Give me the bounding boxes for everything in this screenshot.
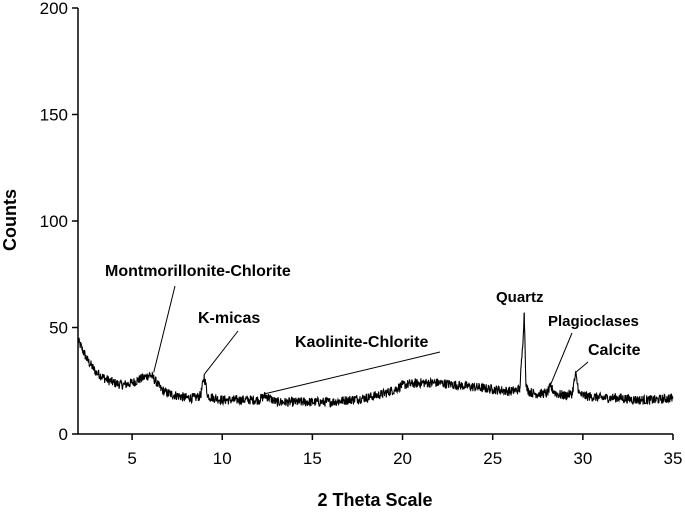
- annotation-pointer: [575, 361, 589, 373]
- y-tick-label: 0: [59, 425, 68, 444]
- annotation-pointer: [549, 332, 573, 386]
- x-axis-title: 2 Theta Scale: [317, 490, 432, 510]
- annotations: Montmorillonite-Chlorite K-micas Kaolinite…: [105, 263, 641, 395]
- y-tick-label: 50: [49, 319, 68, 338]
- y-axis-title: Counts: [0, 189, 20, 251]
- series-line: [77, 312, 674, 408]
- axes: [77, 8, 673, 435]
- annotation-pointer: [153, 285, 176, 373]
- y-tick-label: 150: [40, 106, 68, 125]
- y-tick-label: 100: [40, 212, 68, 231]
- x-tick-label: 20: [393, 449, 412, 468]
- x-tick-label: 5: [127, 449, 136, 468]
- ticks: 0 50 100 150 200 5 10 15 20 25 30 35: [40, 0, 683, 468]
- x-tick-label: 35: [664, 449, 683, 468]
- annotation-label: K-micas: [198, 310, 260, 327]
- annotation-label: Montmorillonite-Chlorite: [105, 263, 291, 280]
- annotation-label: Quartz: [496, 289, 544, 306]
- x-tick-label: 15: [303, 449, 322, 468]
- annotation-pointer: [265, 351, 441, 395]
- annotation-label: Kaolinite-Chlorite: [295, 334, 428, 351]
- annotation-label: Calcite: [588, 342, 641, 359]
- x-tick-label: 10: [213, 449, 232, 468]
- y-tick-label: 200: [40, 0, 68, 18]
- series-group: [77, 312, 674, 408]
- x-tick-label: 25: [483, 449, 502, 468]
- annotation-pointer: [203, 330, 239, 375]
- x-tick-label: 30: [573, 449, 592, 468]
- annotation-label: Plagioclases: [548, 313, 639, 330]
